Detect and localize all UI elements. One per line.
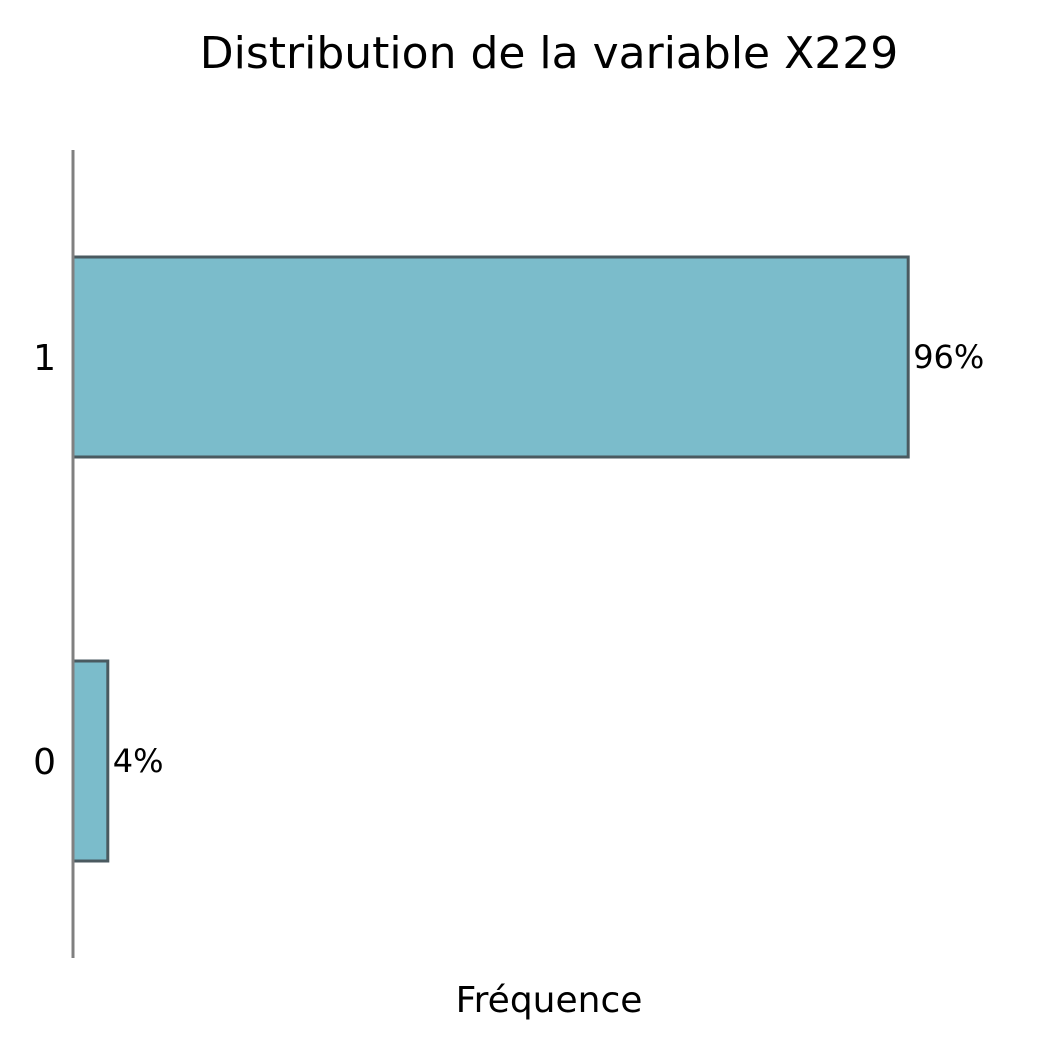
y-tick-label-0: 0 bbox=[33, 742, 56, 783]
data-label-0: 4% bbox=[113, 742, 164, 780]
y-tick-label-1: 1 bbox=[33, 338, 56, 379]
bars-layer: 1 96% 0 4% bbox=[33, 255, 984, 863]
data-label-1: 96% bbox=[913, 338, 984, 376]
bar-0 bbox=[71, 659, 110, 863]
bar-1 bbox=[71, 255, 910, 459]
chart-title: Distribution de la variable X229 bbox=[200, 28, 898, 79]
x-axis-label: Fréquence bbox=[456, 980, 643, 1021]
